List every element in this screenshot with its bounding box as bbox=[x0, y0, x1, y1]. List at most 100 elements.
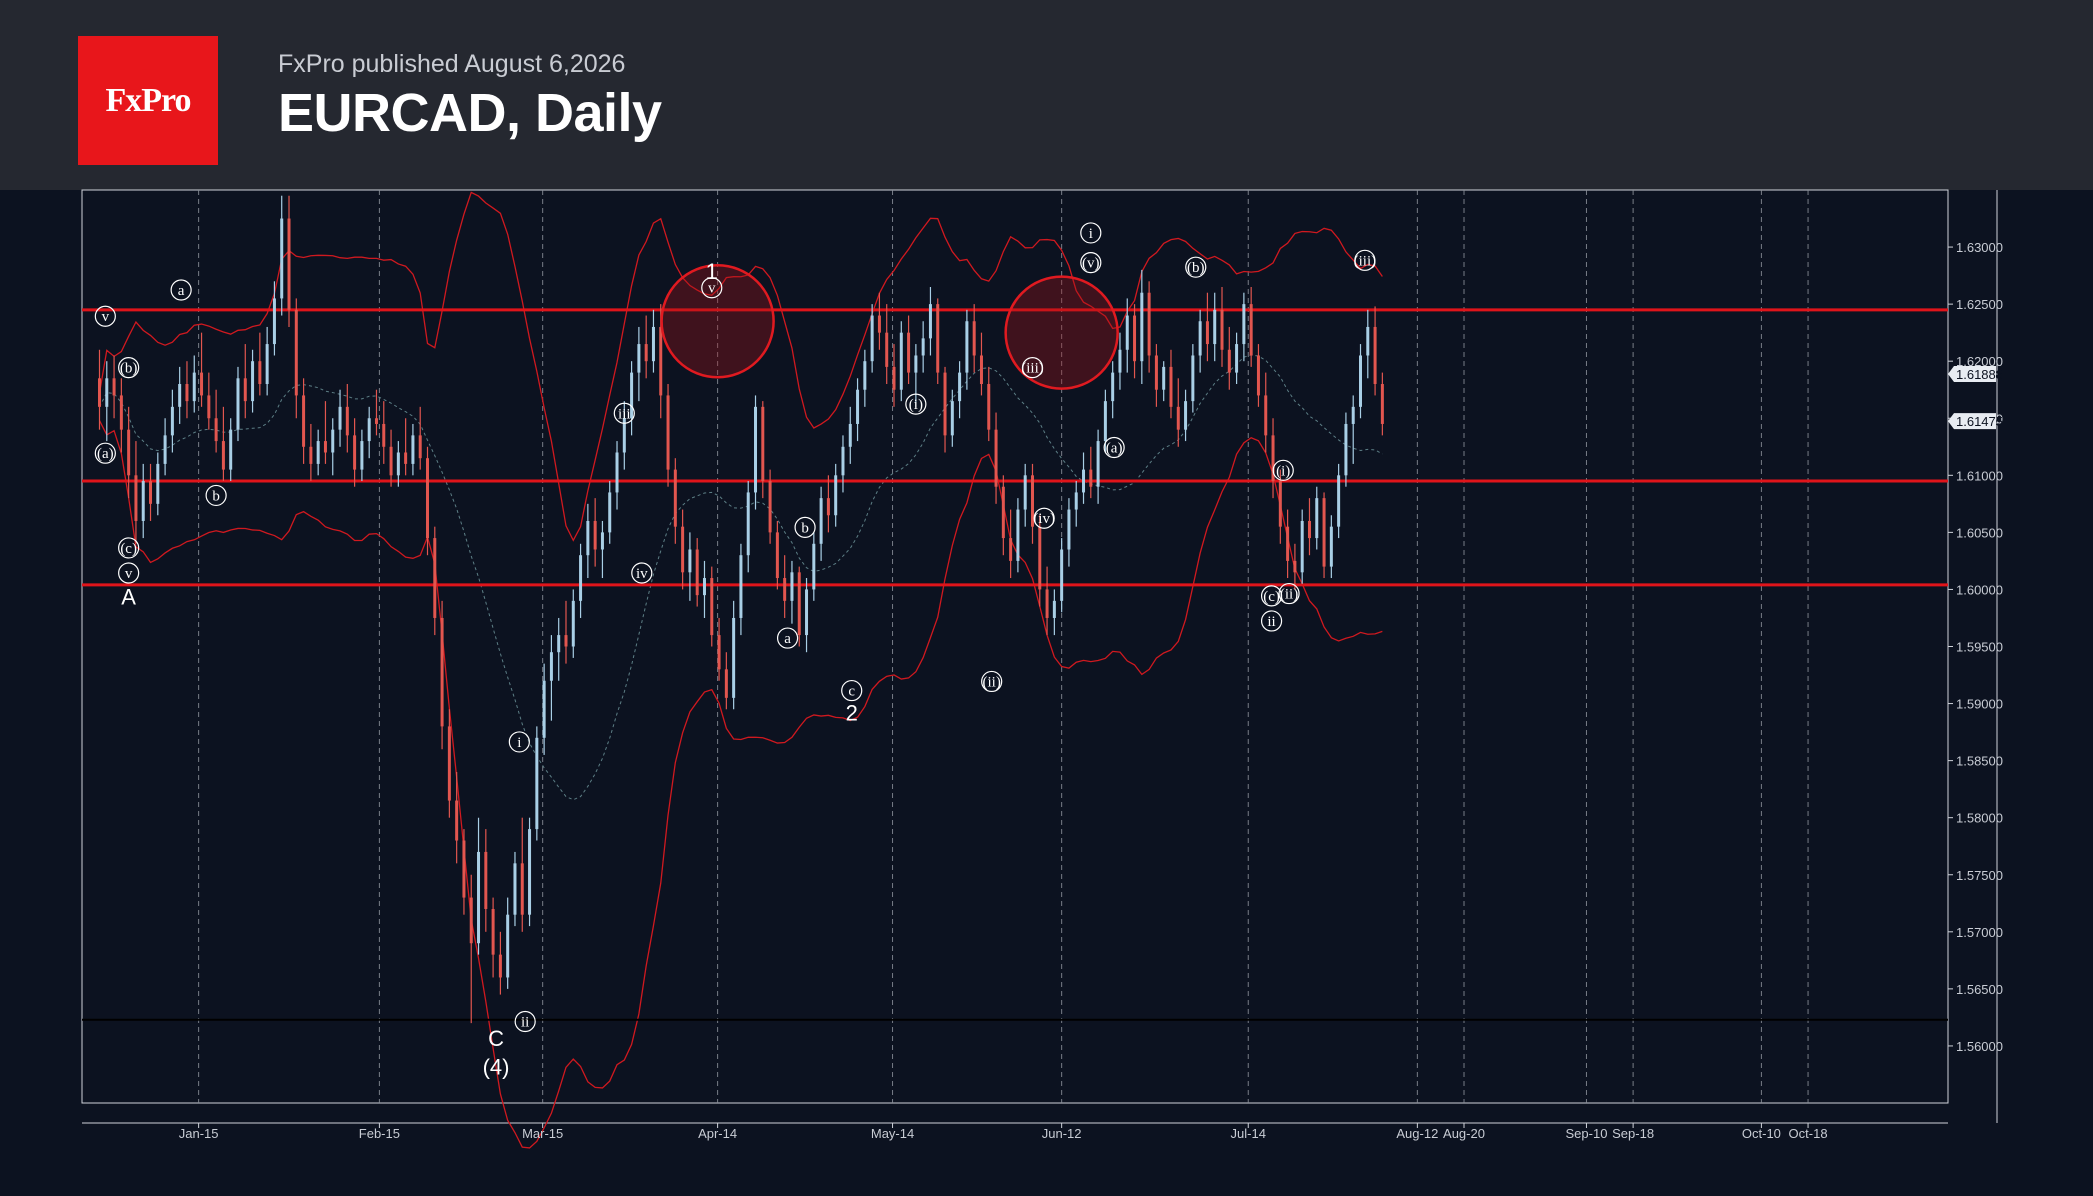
wave-label-circle bbox=[701, 277, 723, 299]
candle-body bbox=[1293, 560, 1297, 573]
candle-body bbox=[1359, 355, 1363, 407]
wave-label-circle bbox=[981, 670, 1003, 693]
candle-body bbox=[659, 326, 663, 396]
x-tick-label: Aug-20 bbox=[1443, 1126, 1485, 1141]
candle-body bbox=[549, 652, 553, 681]
candle-body bbox=[1366, 326, 1370, 356]
wave-label: (ii) bbox=[1280, 587, 1298, 603]
candle-body bbox=[579, 555, 583, 601]
candle-body bbox=[447, 726, 451, 801]
x-tick-label: Sep-10 bbox=[1566, 1126, 1608, 1141]
candle-body bbox=[1045, 589, 1049, 618]
wave-labels: v(b)(a)(c)vAabiiiiv1vbac2iC(4)ii(i)(ii)(… bbox=[94, 222, 1376, 1079]
candle-body bbox=[739, 555, 743, 618]
candle-body bbox=[1329, 526, 1333, 567]
highlight-circle bbox=[1004, 275, 1119, 390]
candle-body bbox=[1133, 315, 1137, 362]
candle-body bbox=[433, 538, 437, 618]
candle-body bbox=[1249, 304, 1253, 356]
candle-body bbox=[870, 315, 874, 362]
candle-body bbox=[1271, 435, 1275, 482]
candle-body bbox=[1169, 366, 1173, 407]
candle-body bbox=[491, 908, 495, 955]
candle-body bbox=[710, 578, 714, 636]
candle-body bbox=[97, 378, 101, 407]
wave-label: v bbox=[125, 566, 133, 582]
candle-body bbox=[1351, 406, 1355, 424]
y-tick-label: 1.59000 bbox=[1956, 697, 2003, 712]
candle-body bbox=[243, 378, 247, 402]
candle-body bbox=[688, 549, 692, 573]
x-tick-label: Jun-12 bbox=[1042, 1126, 1082, 1141]
candle-body bbox=[826, 498, 830, 516]
candle-body bbox=[221, 441, 225, 470]
candle-body bbox=[805, 589, 809, 636]
candle-body bbox=[1191, 355, 1195, 402]
wave-label: v bbox=[708, 281, 716, 297]
candle-body bbox=[637, 344, 641, 373]
candle-body bbox=[404, 452, 408, 464]
upper-band bbox=[98, 191, 1383, 542]
candle-body bbox=[1220, 309, 1224, 350]
candle-body bbox=[600, 532, 604, 550]
candle-body bbox=[477, 851, 481, 944]
y-tick-label: 1.57000 bbox=[1956, 925, 2003, 940]
candle-body bbox=[1242, 304, 1246, 345]
wave-label-circle bbox=[1354, 249, 1376, 271]
fxpro-logo: FxPro bbox=[78, 36, 218, 165]
wave-label: 2 bbox=[846, 701, 858, 726]
wave-label: (iii) bbox=[1021, 361, 1044, 377]
candle-body bbox=[542, 680, 546, 738]
candle-body bbox=[586, 520, 590, 556]
x-tick-label: Oct-18 bbox=[1789, 1126, 1828, 1141]
candle-body bbox=[309, 446, 313, 464]
candle-body bbox=[615, 452, 619, 493]
x-tick-label: Mar-15 bbox=[522, 1126, 563, 1141]
candle-body bbox=[1147, 292, 1151, 356]
wave-label: b bbox=[801, 520, 809, 536]
candle-body bbox=[702, 578, 706, 596]
wave-label-circle bbox=[1080, 252, 1102, 274]
y-tick-label: 1.58000 bbox=[1956, 811, 2003, 826]
candle-body bbox=[622, 418, 626, 453]
bollinger-bands bbox=[98, 191, 1383, 1149]
candle-body bbox=[192, 372, 196, 402]
x-tick-label: Oct-10 bbox=[1742, 1126, 1781, 1141]
wave-label-circle bbox=[1272, 459, 1294, 481]
wave-label-circle bbox=[1080, 222, 1102, 244]
wave-label-circle bbox=[508, 731, 530, 753]
candle-body bbox=[170, 406, 174, 436]
candle-body bbox=[1322, 498, 1326, 567]
wave-label: (a) bbox=[97, 446, 114, 462]
candle-body bbox=[681, 526, 685, 573]
y-tick-label: 1.62500 bbox=[1956, 297, 2003, 312]
wave-label-circle bbox=[118, 562, 140, 584]
wave-label-circle bbox=[118, 357, 140, 379]
candle-body bbox=[1344, 423, 1348, 476]
candle-body bbox=[1009, 538, 1013, 561]
candle-body bbox=[1278, 481, 1282, 527]
wave-label-circle bbox=[1278, 582, 1300, 605]
candle-body bbox=[950, 401, 954, 436]
price-tag-label: 1.61888 bbox=[1956, 367, 2003, 382]
wave-label-circle bbox=[1021, 357, 1044, 379]
wave-label: (b) bbox=[120, 361, 138, 377]
candle-body bbox=[214, 418, 218, 442]
wave-label: (c) bbox=[1263, 589, 1280, 605]
x-tick-label: Apr-14 bbox=[698, 1126, 737, 1141]
wave-label-circle bbox=[631, 562, 653, 584]
y-tick-label: 1.61000 bbox=[1956, 468, 2003, 483]
candle-body bbox=[1052, 600, 1056, 618]
candle-body bbox=[593, 520, 597, 550]
candle-body bbox=[812, 543, 816, 590]
candle-body bbox=[119, 395, 123, 430]
candle-body bbox=[651, 326, 655, 362]
candle-body bbox=[907, 332, 911, 373]
candle-body bbox=[1096, 441, 1100, 487]
candle-body bbox=[1213, 309, 1217, 345]
horizontal-levels bbox=[82, 308, 1948, 1021]
candle-body bbox=[914, 355, 918, 373]
candle-body bbox=[1315, 498, 1319, 539]
x-tick-label: Sep-18 bbox=[1612, 1126, 1654, 1141]
candle-body bbox=[440, 617, 444, 727]
